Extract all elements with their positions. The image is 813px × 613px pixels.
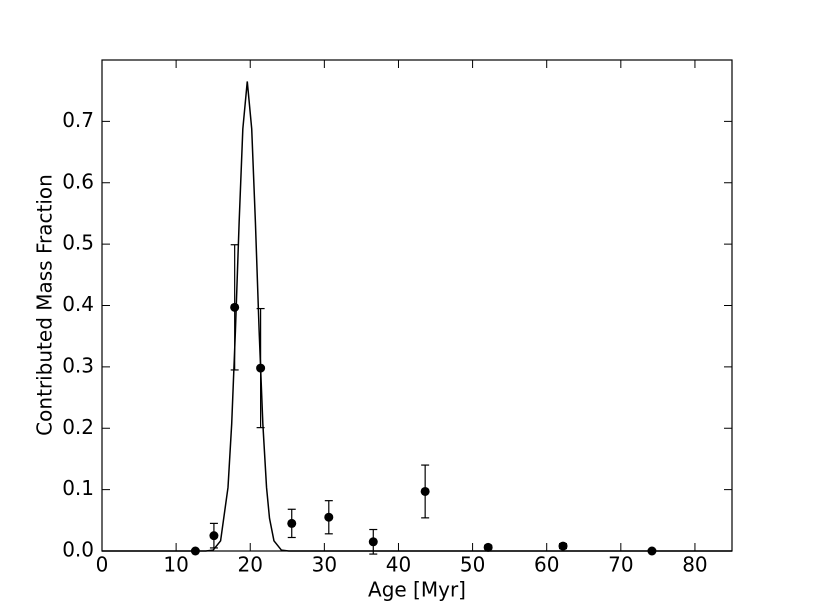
data-point bbox=[209, 531, 219, 541]
y-tick-label: 0.0 bbox=[62, 538, 94, 562]
x-axis-label: Age [Myr] bbox=[368, 578, 466, 602]
data-point bbox=[483, 542, 493, 552]
x-tick-label: 80 bbox=[682, 553, 707, 577]
data-point bbox=[230, 302, 240, 312]
x-tick-label: 30 bbox=[312, 553, 337, 577]
y-tick-label: 0.3 bbox=[62, 353, 94, 377]
data-point bbox=[420, 486, 430, 496]
x-tick-label: 40 bbox=[386, 553, 411, 577]
x-tick-label: 10 bbox=[163, 553, 188, 577]
fit-curve bbox=[102, 81, 732, 552]
x-tick-label: 70 bbox=[608, 553, 633, 577]
y-tick-label: 0.5 bbox=[62, 231, 94, 255]
data-point bbox=[287, 518, 297, 528]
data-point bbox=[324, 512, 334, 522]
data-point bbox=[558, 541, 568, 551]
y-tick-label: 0.7 bbox=[62, 108, 94, 132]
y-tick-label: 0.6 bbox=[62, 169, 94, 193]
y-tick-label: 0.2 bbox=[62, 415, 94, 439]
x-tick-label: 0 bbox=[96, 553, 109, 577]
data-point bbox=[368, 537, 378, 547]
x-tick-label: 20 bbox=[238, 553, 263, 577]
y-tick-label: 0.4 bbox=[62, 292, 94, 316]
y-axis-label: Contributed Mass Fraction bbox=[33, 174, 57, 436]
x-tick-label: 60 bbox=[534, 553, 559, 577]
x-tick-label: 50 bbox=[460, 553, 485, 577]
plot-frame bbox=[101, 59, 733, 552]
y-tick-label: 0.1 bbox=[62, 476, 94, 500]
